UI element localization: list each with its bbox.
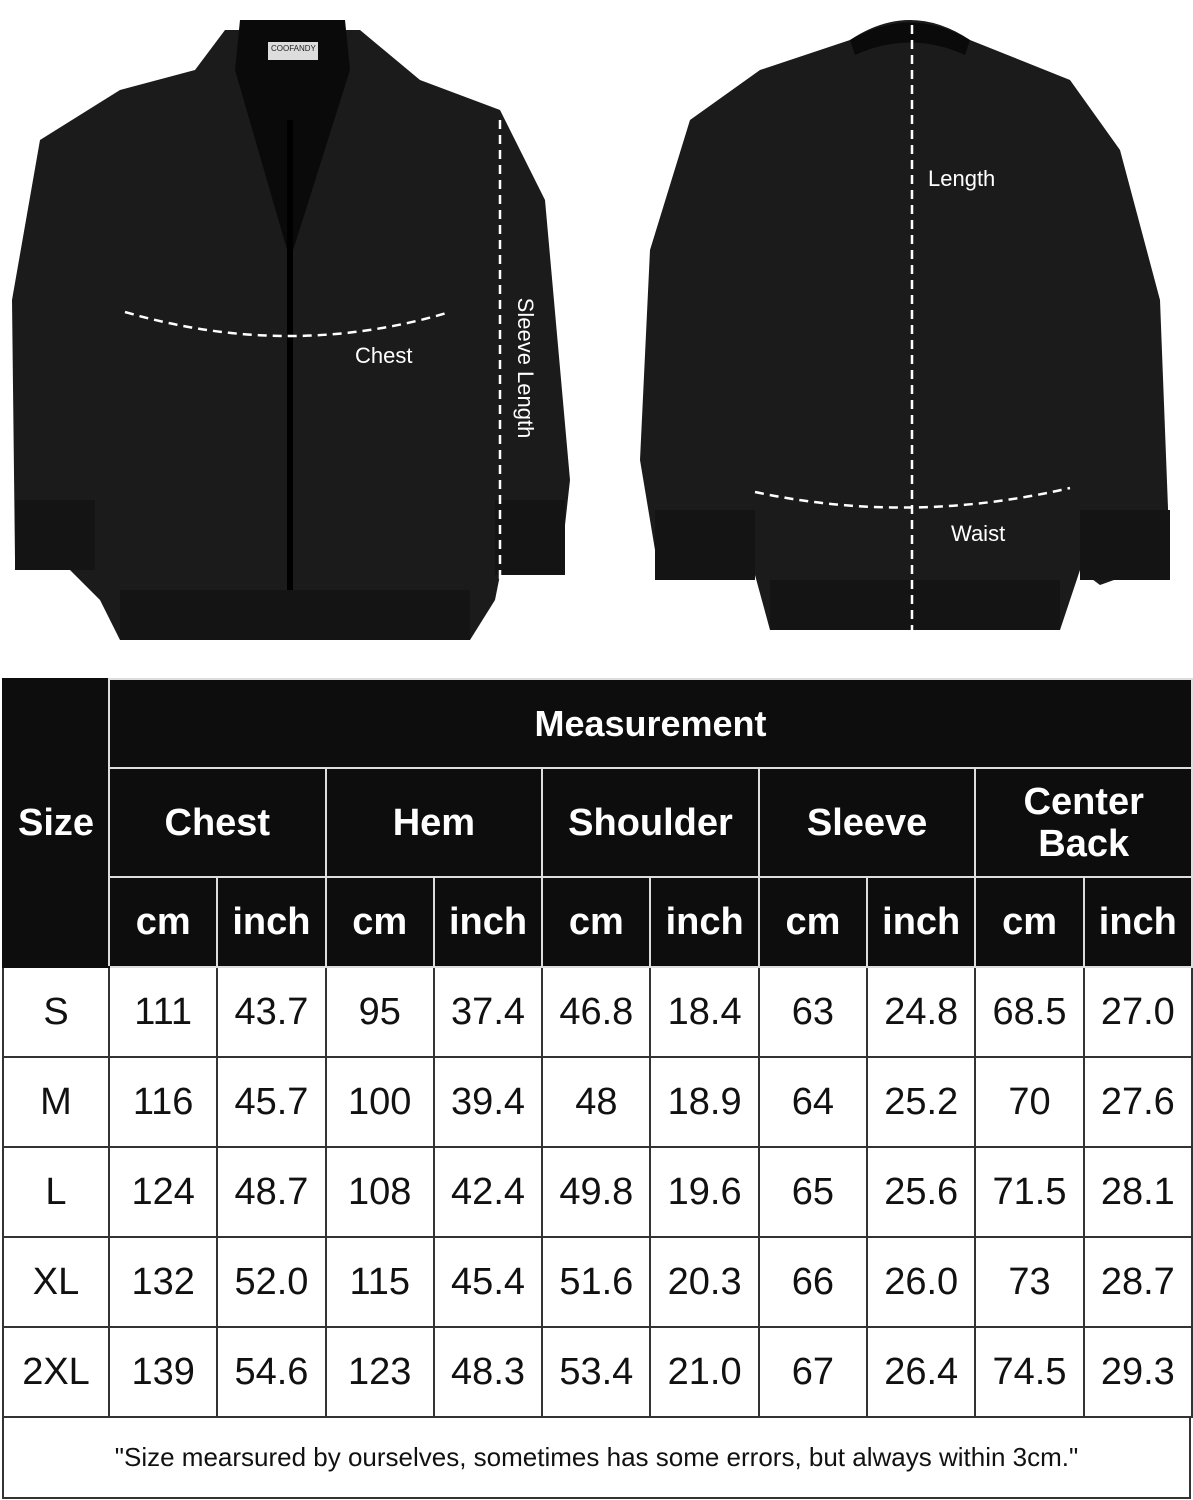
size-header: Size	[2, 678, 110, 968]
table-row: S 111 43.7 95 37.4 46.8 18.4 63 24.8 68.5 27.0	[2, 966, 1193, 1058]
group-sleeve: Sleeve	[757, 767, 977, 878]
value-cell: 28.7	[1082, 1236, 1193, 1328]
value-cell: 29.3	[1082, 1326, 1193, 1418]
value-cell: 68.5	[974, 966, 1085, 1058]
value-cell: 54.6	[216, 1326, 327, 1418]
value-cell: 18.9	[649, 1056, 760, 1148]
value-cell: 71.5	[974, 1146, 1085, 1238]
value-cell: 46.8	[541, 966, 652, 1058]
size-cell: XL	[2, 1236, 110, 1328]
header-row-measurement: Size Measurement	[2, 678, 1193, 968]
value-cell: 37.4	[432, 966, 544, 1058]
group-shoulder: Shoulder	[541, 767, 760, 878]
value-cell: 64	[757, 1056, 869, 1148]
value-cell: 123	[324, 1326, 435, 1418]
group-center-back: Center Back	[974, 767, 1193, 878]
size-chart-table: Size Measurement Chest Hem Shoulder Slee…	[2, 678, 1193, 1418]
back-jacket-image	[640, 10, 1170, 635]
group-chest: Chest	[108, 767, 327, 878]
jacket-illustrations	[12, 10, 1170, 640]
footnote: "Size mearsured by ourselves, sometimes …	[2, 1417, 1191, 1499]
value-cell: 48.7	[216, 1146, 327, 1238]
length-label: Length	[928, 166, 996, 191]
sleeve-length-label: Sleeve Length	[513, 297, 538, 439]
value-cell: 108	[324, 1146, 435, 1238]
value-cell: 48	[541, 1056, 652, 1148]
value-cell: 18.4	[649, 966, 760, 1058]
unit-header-inch: inch	[649, 876, 760, 968]
value-cell: 39.4	[432, 1056, 544, 1148]
value-cell: 45.4	[432, 1236, 544, 1328]
unit-header-inch: inch	[432, 876, 544, 968]
value-cell: 25.2	[866, 1056, 977, 1148]
value-cell: 111	[107, 966, 219, 1058]
value-cell: 51.6	[541, 1236, 652, 1328]
table-row: XL 132 52.0 115 45.4 51.6 20.3 66 26.0 73 28.7	[2, 1236, 1193, 1328]
unit-header-inch: inch	[1082, 876, 1193, 968]
unit-header-inch: inch	[866, 876, 977, 968]
value-cell: 53.4	[541, 1326, 652, 1418]
value-cell: 27.6	[1082, 1056, 1193, 1148]
value-cell: 115	[324, 1236, 435, 1328]
front-jacket-image	[12, 20, 570, 640]
chest-label: Chest	[355, 343, 413, 368]
value-cell: 100	[324, 1056, 435, 1148]
value-cell: 26.4	[866, 1326, 977, 1418]
waist-label: Waist	[951, 521, 1006, 546]
value-cell: 26.0	[866, 1236, 977, 1328]
value-cell: 27.0	[1082, 966, 1193, 1058]
size-cell: L	[2, 1146, 110, 1238]
jacket-images: COOFANDY Chest Sleeve Length Length Wais…	[0, 0, 1193, 670]
header-row-units: cm inch cm inch cm inch cm inch cm inch	[3, 876, 1193, 968]
unit-header-cm: cm	[324, 876, 435, 968]
size-cell: M	[2, 1056, 110, 1148]
value-cell: 43.7	[216, 966, 327, 1058]
value-cell: 74.5	[974, 1326, 1085, 1418]
value-cell: 95	[324, 966, 435, 1058]
brand-tag: COOFANDY	[271, 44, 316, 53]
value-cell: 67	[757, 1326, 869, 1418]
value-cell: 63	[757, 966, 869, 1058]
value-cell: 73	[974, 1236, 1085, 1328]
value-cell: 139	[107, 1326, 219, 1418]
value-cell: 70	[974, 1056, 1085, 1148]
value-cell: 132	[107, 1236, 219, 1328]
value-cell: 42.4	[432, 1146, 544, 1238]
value-cell: 48.3	[432, 1326, 544, 1418]
table-row: 2XL 139 54.6 123 48.3 53.4 21.0 67 26.4 74.5 29.3	[2, 1326, 1193, 1418]
value-cell: 52.0	[216, 1236, 327, 1328]
value-cell: 20.3	[649, 1236, 760, 1328]
value-cell: 65	[757, 1146, 869, 1238]
header-row-groups: Chest Hem Shoulder Sleeve Center Back	[3, 767, 1193, 878]
value-cell: 19.6	[649, 1146, 760, 1238]
value-cell: 66	[757, 1236, 869, 1328]
measurement-header: Measurement	[108, 678, 1193, 769]
size-cell: S	[2, 966, 110, 1058]
value-cell: 28.1	[1082, 1146, 1193, 1238]
value-cell: 21.0	[649, 1326, 760, 1418]
value-cell: 49.8	[541, 1146, 652, 1238]
table-row: M 116 45.7 100 39.4 48 18.9 64 25.2 70 27.6	[2, 1056, 1193, 1148]
value-cell: 45.7	[216, 1056, 327, 1148]
value-cell: 25.6	[866, 1146, 977, 1238]
unit-header-cm: cm	[107, 876, 219, 968]
unit-header-inch: inch	[216, 876, 327, 968]
value-cell: 124	[107, 1146, 219, 1238]
value-cell: 24.8	[866, 966, 977, 1058]
value-cell: 116	[107, 1056, 219, 1148]
unit-header-cm: cm	[541, 876, 652, 968]
table-row: L 124 48.7 108 42.4 49.8 19.6 65 25.6 71.5 28.1	[2, 1146, 1193, 1238]
size-cell: 2XL	[2, 1326, 110, 1418]
unit-header-cm: cm	[757, 876, 869, 968]
group-hem: Hem	[324, 767, 544, 878]
unit-header-cm: cm	[974, 876, 1085, 968]
